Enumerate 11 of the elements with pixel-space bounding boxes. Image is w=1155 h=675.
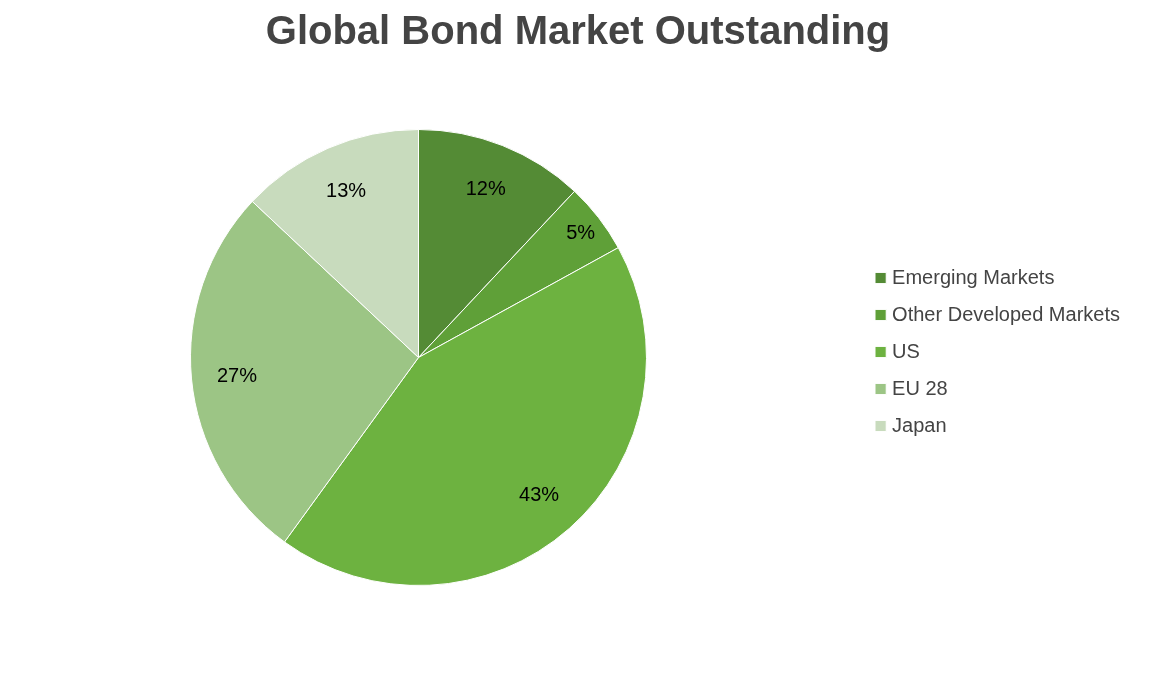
data-label: 13% [326,179,367,202]
legend-label: US [892,339,920,363]
data-label: 5% [566,220,596,243]
legend-label: Other Developed Markets [892,302,1120,326]
chart-title: Global Bond Market Outstanding [265,7,891,52]
legend-label: Japan [892,413,947,437]
legend-label: EU 28 [892,376,948,400]
data-label: 27% [216,363,258,386]
legend-label: Emerging Markets [892,265,1055,289]
data-label: 12% [465,176,506,199]
data-label: 43% [519,483,560,506]
